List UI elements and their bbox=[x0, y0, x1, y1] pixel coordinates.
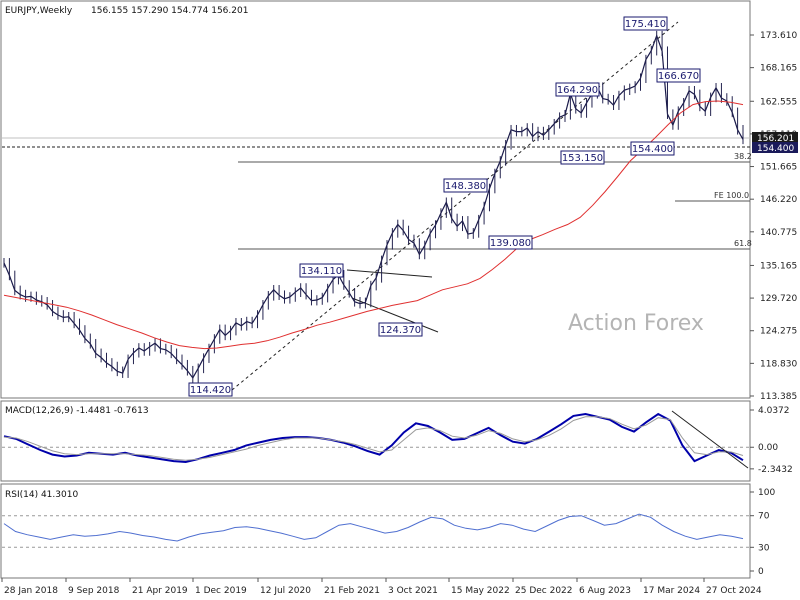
rsi-y-tick-label: 70 bbox=[758, 512, 770, 522]
x-tick-label: 15 May 2022 bbox=[451, 586, 510, 596]
price-line bbox=[3, 33, 744, 379]
fib-61-label: 61.8 bbox=[734, 239, 752, 248]
rsi-title: RSI(14) 41.3010 bbox=[5, 490, 78, 500]
annotation-box bbox=[555, 82, 600, 97]
macd-line bbox=[3, 412, 744, 464]
last-price-tag bbox=[752, 132, 798, 143]
annotation-label: 154.400 bbox=[632, 144, 673, 155]
price-bars bbox=[3, 30, 744, 383]
x-tick-label: 25 Dec 2022 bbox=[515, 586, 573, 596]
macd-y-axis: 4.0372 0.00 -2.3432 bbox=[750, 406, 793, 475]
x-tick-label: 21 Apr 2019 bbox=[132, 586, 188, 596]
annotation-label: 148.380 bbox=[445, 181, 486, 192]
moving-average bbox=[3, 100, 744, 350]
x-tick-label: 1 Dec 2019 bbox=[195, 586, 247, 596]
x-tick-label: 6 Aug 2023 bbox=[579, 586, 631, 596]
macd-trend-line bbox=[671, 410, 749, 469]
annotation-box bbox=[488, 235, 533, 250]
reference-price-tag bbox=[752, 142, 798, 153]
price-y-tick-label: 151.665 bbox=[760, 163, 797, 173]
price-y-tick-label: 135.165 bbox=[760, 261, 797, 271]
annotation-label: 124.370 bbox=[380, 325, 421, 336]
price-panel-frame bbox=[0, 0, 751, 399]
macd-lines bbox=[2, 410, 750, 469]
annotation-box bbox=[299, 263, 344, 278]
macd-panel: MACD(12,26,9) -1.4481 -0.7613 4.0372 0.00… bbox=[0, 400, 793, 482]
watermark: Action Forex bbox=[568, 311, 704, 336]
rsi-lines bbox=[2, 513, 750, 548]
price-y-tick-label: 129.720 bbox=[760, 294, 797, 304]
annotation-label: 139.080 bbox=[490, 238, 531, 249]
macd-title: MACD(12,26,9) -1.4481 -0.7613 bbox=[5, 406, 149, 416]
price-panel: EURJPY,Weekly 156.155 157.290 154.774 15… bbox=[0, 0, 798, 402]
rsi-y-axis: 100 70 30 0 bbox=[750, 488, 775, 577]
price-y-axis: 173.610168.165162.555157.110151.665146.2… bbox=[750, 31, 797, 402]
annotation-label: 153.150 bbox=[562, 153, 603, 164]
x-tick-label: 9 Sep 2018 bbox=[68, 586, 120, 596]
x-tick-label: 3 Oct 2021 bbox=[388, 586, 438, 596]
x-axis: 28 Jan 2018 9 Sep 2018 21 Apr 2019 1 Dec 20… bbox=[1, 578, 762, 596]
macd-y-tick-label: 0.00 bbox=[758, 443, 778, 453]
price-y-tick-label: 140.775 bbox=[760, 228, 797, 238]
annotation-label: 134.110 bbox=[301, 266, 342, 277]
wedge-upper-line bbox=[346, 269, 433, 278]
fe-100-label: FE 100.0 bbox=[714, 191, 749, 200]
rsi-y-tick-label: 30 bbox=[758, 543, 770, 553]
annotation-box bbox=[443, 178, 488, 193]
wedge-lower-line bbox=[351, 297, 439, 333]
price-y-tick-label: 146.220 bbox=[760, 195, 797, 205]
annotation-box bbox=[560, 150, 605, 165]
last-price-tag-label: 156.201 bbox=[757, 134, 794, 144]
rsi-y-tick-label: 100 bbox=[758, 488, 775, 498]
annotation-box bbox=[378, 322, 423, 337]
fib-38-label: 38.2 bbox=[734, 152, 752, 161]
price-y-tick-label: 118.830 bbox=[760, 359, 797, 369]
price-annotations: 175.410 166.670 164.290 153.150 154.400 148.3… bbox=[188, 16, 701, 397]
annotation-label: 164.290 bbox=[557, 85, 598, 96]
rsi-y-tick-label: 0 bbox=[758, 567, 764, 577]
ohlc-values: 156.155 157.290 154.774 156.201 bbox=[91, 6, 248, 16]
annotation-box bbox=[623, 16, 668, 31]
price-y-tick-label: 113.385 bbox=[760, 392, 797, 402]
x-tick-label: 21 Feb 2021 bbox=[324, 586, 380, 596]
x-tick-label: 17 Mar 2024 bbox=[643, 586, 700, 596]
macd-y-tick-label: 4.0372 bbox=[758, 406, 790, 416]
macd-y-tick-label: -2.3432 bbox=[758, 465, 793, 475]
symbol-title: EURJPY,Weekly bbox=[5, 6, 73, 16]
annotation-box bbox=[630, 141, 675, 156]
price-y-tick-label: 168.165 bbox=[760, 64, 797, 74]
annotation-box bbox=[188, 382, 233, 397]
x-tick-label: 27 Oct 2024 bbox=[706, 586, 762, 596]
price-y-tick-label: 162.555 bbox=[760, 97, 797, 107]
annotation-box bbox=[656, 68, 701, 83]
price-y-tick-label: 124.275 bbox=[760, 327, 797, 337]
x-tick-label: 12 Jul 2020 bbox=[260, 586, 311, 596]
macd-signal-line bbox=[3, 416, 744, 461]
reference-price-tag-label: 154.400 bbox=[757, 144, 794, 154]
annotation-label: 175.410 bbox=[625, 19, 666, 30]
rsi-line bbox=[3, 513, 744, 542]
x-tick-label: 28 Jan 2018 bbox=[4, 586, 58, 596]
rsi-panel: RSI(14) 41.3010 100 70 30 0 bbox=[0, 483, 775, 579]
macd-panel-frame bbox=[0, 400, 751, 482]
annotation-label: 114.420 bbox=[190, 385, 231, 396]
price-y-tick-label: 173.610 bbox=[760, 31, 797, 41]
rsi-panel-frame bbox=[0, 483, 751, 579]
annotation-label: 166.670 bbox=[658, 71, 699, 82]
moving-average-line bbox=[3, 100, 744, 350]
